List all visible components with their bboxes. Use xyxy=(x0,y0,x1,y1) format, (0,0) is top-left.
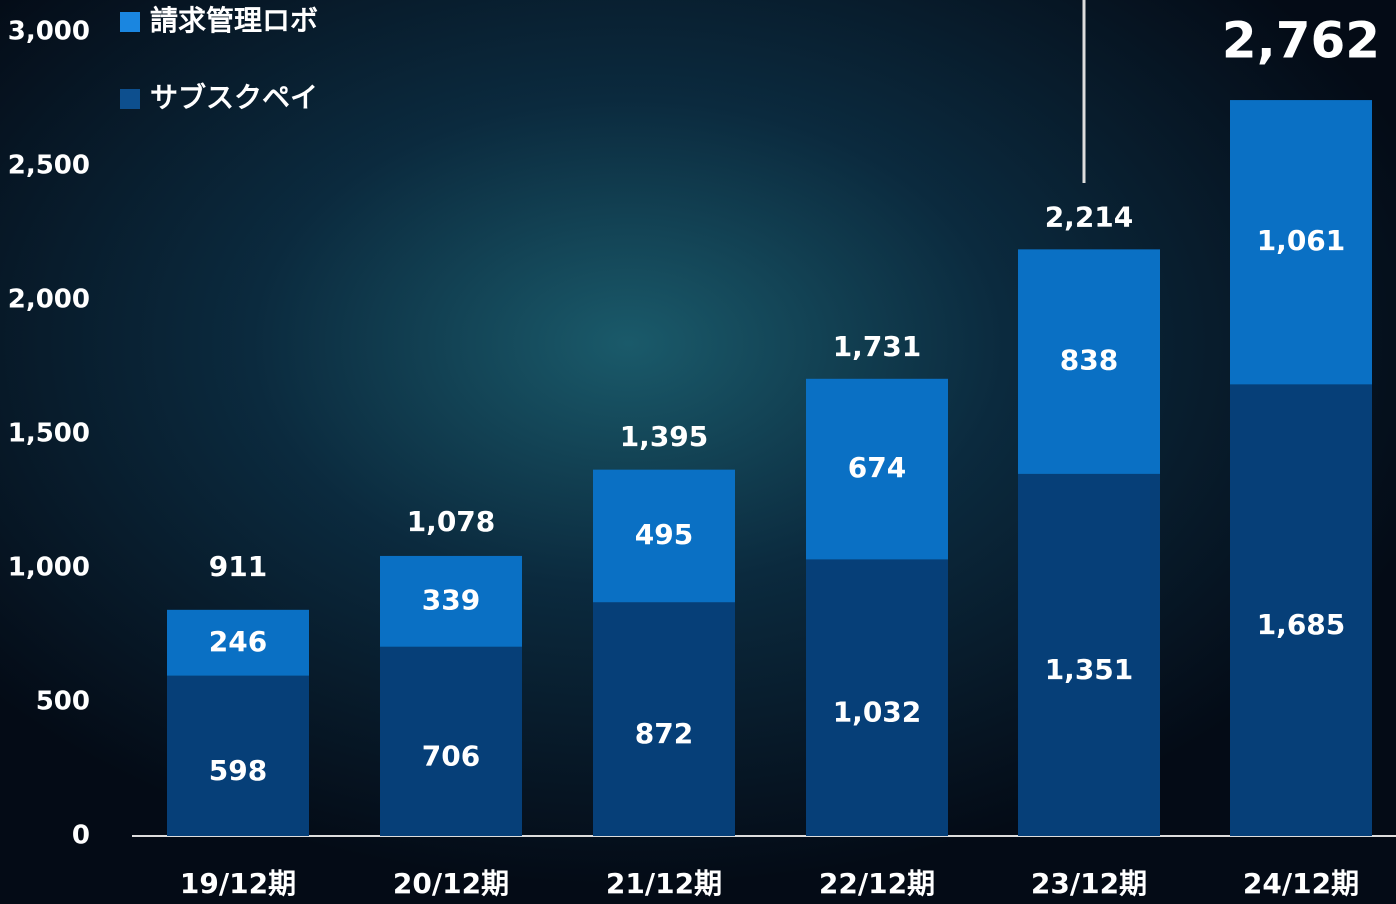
x-tick-label: 23/12期 xyxy=(1031,867,1147,900)
segment-label: 838 xyxy=(1060,344,1118,377)
total-label: 1,395 xyxy=(620,420,709,453)
bar-segment xyxy=(380,646,522,836)
y-tick-label: 0 xyxy=(72,821,90,851)
x-tick-label: 24/12期 xyxy=(1243,867,1359,900)
y-tick-label: 1,000 xyxy=(8,553,90,583)
bar-segment xyxy=(167,609,309,676)
total-label: 1,731 xyxy=(833,330,922,363)
bar-segment xyxy=(1230,384,1372,836)
total-label: 2,214 xyxy=(1045,201,1134,234)
bar-segment xyxy=(1018,473,1160,836)
total-label: 2,762 xyxy=(1222,11,1380,69)
segment-label: 1,032 xyxy=(833,696,922,729)
bar-segment xyxy=(593,469,735,603)
segment-label: 246 xyxy=(209,625,267,658)
x-tick-label: 19/12期 xyxy=(180,867,296,900)
segment-label: 495 xyxy=(635,518,693,551)
bar-segment xyxy=(806,559,948,836)
y-tick-label: 3,000 xyxy=(8,17,90,47)
legend-swatch xyxy=(120,89,140,109)
x-tick-label: 21/12期 xyxy=(606,867,722,900)
x-tick-label: 20/12期 xyxy=(393,867,509,900)
segment-label: 1,061 xyxy=(1257,224,1346,257)
y-tick-label: 2,500 xyxy=(8,151,90,181)
legend-label: 請求管理ロボ xyxy=(150,4,318,37)
segment-label: 1,685 xyxy=(1257,608,1346,641)
y-tick-label: 1,500 xyxy=(8,419,90,449)
legend-swatch xyxy=(120,12,140,32)
bar-segment xyxy=(1230,100,1372,385)
bar-segment xyxy=(167,675,309,836)
total-label: 1,078 xyxy=(407,505,496,538)
segment-label: 598 xyxy=(209,754,267,787)
total-label: 911 xyxy=(209,550,267,583)
bar-segment xyxy=(806,378,948,560)
segment-label: 706 xyxy=(422,739,480,772)
segment-label: 339 xyxy=(422,583,480,616)
segment-label: 1,351 xyxy=(1045,653,1134,686)
y-tick-label: 2,000 xyxy=(8,285,90,315)
bar-segment xyxy=(1018,249,1160,474)
bar-segment xyxy=(380,555,522,647)
x-tick-label: 22/12期 xyxy=(819,867,935,900)
legend-label: サブスクペイ xyxy=(150,81,318,114)
segment-label: 872 xyxy=(635,717,693,750)
bar-segment xyxy=(593,602,735,836)
y-tick-label: 500 xyxy=(36,687,90,717)
segment-label: 674 xyxy=(848,451,906,484)
